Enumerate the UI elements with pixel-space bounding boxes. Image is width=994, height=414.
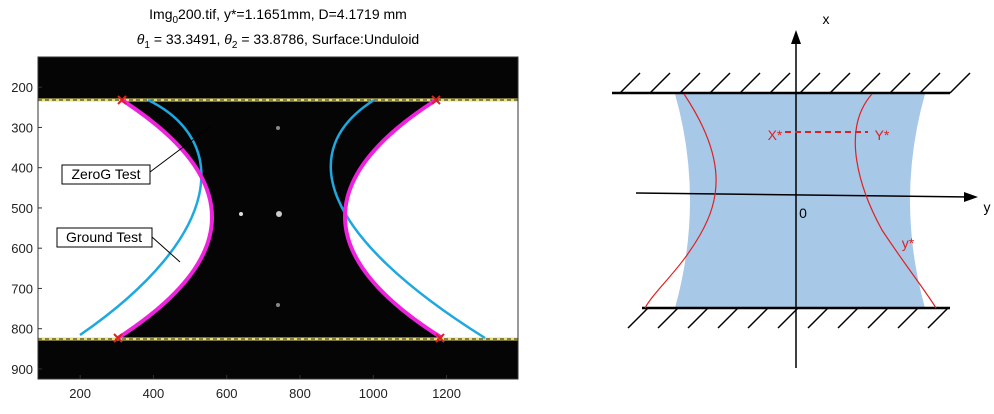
x-tick-label: 1000: [359, 386, 388, 401]
point-label: Y*: [875, 127, 890, 143]
y-tick-label: 300: [11, 120, 33, 135]
x-tick-label: 200: [69, 386, 91, 401]
y-tick-label: 800: [11, 322, 33, 337]
y-tick-label: 500: [11, 201, 33, 216]
axis-label: y: [984, 199, 991, 215]
x-tick-label: 600: [216, 386, 238, 401]
y-tick-label: 400: [11, 161, 33, 176]
annotation-label: ZeroG Test: [72, 166, 141, 182]
diagram: x y 0 X* Y* y*: [612, 11, 991, 368]
axis-label: x: [823, 11, 830, 27]
title-line-1: Img0200.tif, y*=1.1651mm, D=4.1719 mm: [149, 6, 407, 26]
x-tick-label: 800: [289, 386, 311, 401]
x-tick-label: 1200: [432, 386, 461, 401]
annotation-zerog: ZeroG Test: [61, 126, 211, 185]
origin-label: 0: [799, 205, 807, 221]
annotation-ground: Ground Test: [56, 227, 181, 263]
x-tick-label: 400: [143, 386, 165, 401]
image: [37, 56, 519, 380]
profile-label: y*: [902, 235, 915, 251]
y-tick-label: 200: [11, 80, 33, 95]
y-tick-label: 900: [11, 362, 33, 377]
y-tick-label: 600: [11, 241, 33, 256]
point-label: X*: [768, 127, 783, 143]
title-line-2: θ1 = 33.3491, θ2 = 33.8786, Surface:Undu…: [137, 31, 419, 51]
annotation-label: Ground Test: [66, 229, 142, 245]
y-tick-label: 700: [11, 281, 33, 296]
axes-ticks: 200 400 600 800 1000 1200 200 300 400 500 600 700 80…: [11, 80, 461, 401]
